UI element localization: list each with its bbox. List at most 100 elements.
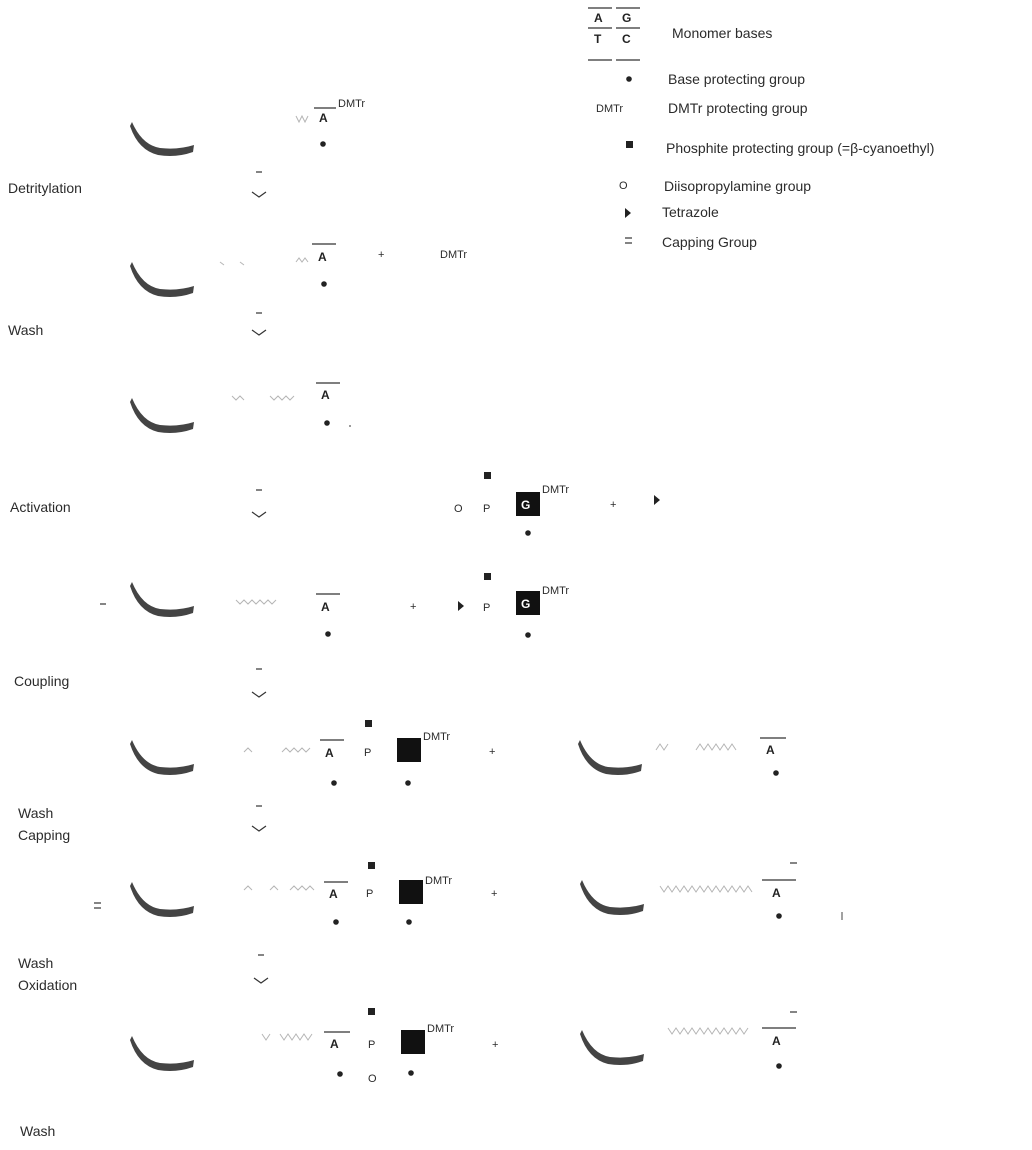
capping-group-icon <box>94 902 101 909</box>
legend-label-monomer-bases: Monomer bases <box>672 25 772 41</box>
step-label-detritylation: Detritylation <box>8 180 82 196</box>
legend-label-capping: Capping Group <box>662 234 757 250</box>
legend-label-phosphite: Phosphite protecting group (=β-cyanoethy… <box>666 140 934 156</box>
phosphite-square-icon <box>365 720 372 727</box>
legend-symbol-diisopropylamine: O <box>619 180 628 192</box>
base-a: A <box>325 746 334 760</box>
base-protecting-dot-icon <box>626 76 632 82</box>
base-protecting-dot-icon <box>324 420 330 426</box>
row-coupling: A + P G DMTr <box>100 573 569 638</box>
plus-sign: + <box>410 601 416 613</box>
step-label-wash-3: Wash <box>18 955 53 971</box>
base-protecting-dot-icon <box>331 780 337 786</box>
legend-base-a: A <box>594 11 603 25</box>
legend-label-base-protecting: Base protecting group <box>668 71 805 87</box>
legend-base-t: T <box>594 32 602 46</box>
legend-bases-grid: A G T C <box>588 7 640 61</box>
base-g: G <box>521 498 530 512</box>
row-detritylation-product: A + DMTr <box>130 243 467 297</box>
base-protecting-dot-icon <box>776 1063 782 1069</box>
phosphite-square-icon <box>484 472 491 479</box>
step-label-activation: Activation <box>10 499 71 515</box>
monomer-g-block <box>397 738 421 762</box>
solid-support-bead-icon <box>130 582 194 617</box>
base-protecting-dot-icon <box>525 632 531 638</box>
dmtr-label: DMTr <box>440 249 467 261</box>
base-a: A <box>772 1034 781 1048</box>
dmtr-label: DMTr <box>338 98 365 110</box>
phosphorus-label: P <box>364 747 371 759</box>
base-protecting-dot-icon <box>776 913 782 919</box>
base-a: A <box>321 600 330 614</box>
plus-sign: + <box>489 746 495 758</box>
solid-support-bead-icon <box>130 122 194 156</box>
flow-arrows <box>251 171 269 984</box>
tetrazole-triangle-icon <box>654 495 660 505</box>
solid-support-bead-icon <box>130 262 194 297</box>
dmtr-label: DMTr <box>542 484 569 496</box>
base-protecting-dot-icon <box>320 141 326 147</box>
row-capping: A P DMTr + A <box>94 862 797 925</box>
phosphorus-label: P <box>483 602 490 614</box>
step-label-coupling: Coupling <box>14 673 69 689</box>
monomer-g-block <box>516 492 540 516</box>
phosphorus-label: P <box>483 503 490 515</box>
legend-base-c: C <box>622 32 631 46</box>
dmtr-label: DMTr <box>423 731 450 743</box>
solid-support-bead-icon <box>130 740 194 775</box>
phosphite-square-icon <box>626 141 633 148</box>
base-a: A <box>330 1037 339 1051</box>
oxygen-label: O <box>368 1073 377 1085</box>
base-a: A <box>318 250 327 264</box>
phosphorus-label: P <box>368 1039 375 1051</box>
base-a: A <box>772 886 781 900</box>
phosphite-square-icon <box>368 862 375 869</box>
solid-support-bead-icon <box>580 880 644 915</box>
base-g: G <box>521 597 530 611</box>
down-arrow-icon <box>253 954 269 984</box>
solid-support-bead-icon <box>130 398 194 433</box>
tetrazole-triangle-icon <box>625 208 631 218</box>
plus-sign: + <box>491 888 497 900</box>
row-coupled-product: A P DMTr + A <box>130 720 786 786</box>
base-a: A <box>766 743 775 757</box>
plus-sign: + <box>492 1039 498 1051</box>
phosphite-square-icon <box>484 573 491 580</box>
base-protecting-dot-icon <box>773 770 779 776</box>
base-protecting-dot-icon <box>408 1070 414 1076</box>
step-label-wash: Wash <box>8 322 43 338</box>
row-oxidation: A P O DMTr + A <box>130 1008 797 1085</box>
legend-label-diisopropylamine: Diisopropylamine group <box>664 178 811 194</box>
legend-label-tetrazole: Tetrazole <box>662 204 719 220</box>
phosphite-square-icon <box>368 1008 375 1015</box>
step-label-wash-2: Wash <box>18 805 53 821</box>
legend-symbol-dmtr: DMTr <box>596 103 623 115</box>
dmtr-label: DMTr <box>542 585 569 597</box>
capping-group-icon <box>625 237 632 244</box>
base-a: A <box>321 388 330 402</box>
down-arrow-icon <box>251 312 267 336</box>
solid-support-bead-icon <box>130 1036 194 1071</box>
legend-base-g: G <box>622 11 631 25</box>
base-protecting-dot-icon <box>405 780 411 786</box>
monomer-g-block <box>401 1030 425 1054</box>
solid-support-bead-icon <box>580 1030 644 1065</box>
legend: A G T C Monomer bases Base protecting gr… <box>588 7 934 250</box>
tetrazole-triangle-icon <box>458 601 464 611</box>
down-arrow-icon <box>251 668 267 698</box>
plus-sign: + <box>610 499 616 511</box>
plus-sign: + <box>378 249 384 261</box>
down-arrow-icon <box>251 171 267 198</box>
dmtr-label: DMTr <box>427 1023 454 1035</box>
base-protecting-dot-icon <box>337 1071 343 1077</box>
down-arrow-icon <box>251 489 267 518</box>
base-a: A <box>319 111 328 125</box>
solid-support-bead-icon <box>578 740 642 775</box>
step-label-wash-final: Wash <box>20 1123 55 1139</box>
step-label-capping: Capping <box>18 827 70 843</box>
base-protecting-dot-icon <box>325 631 331 637</box>
base-protecting-dot-icon <box>333 919 339 925</box>
step-label-oxidation: Oxidation <box>18 977 77 993</box>
legend-label-dmtr: DMTr protecting group <box>668 100 808 116</box>
